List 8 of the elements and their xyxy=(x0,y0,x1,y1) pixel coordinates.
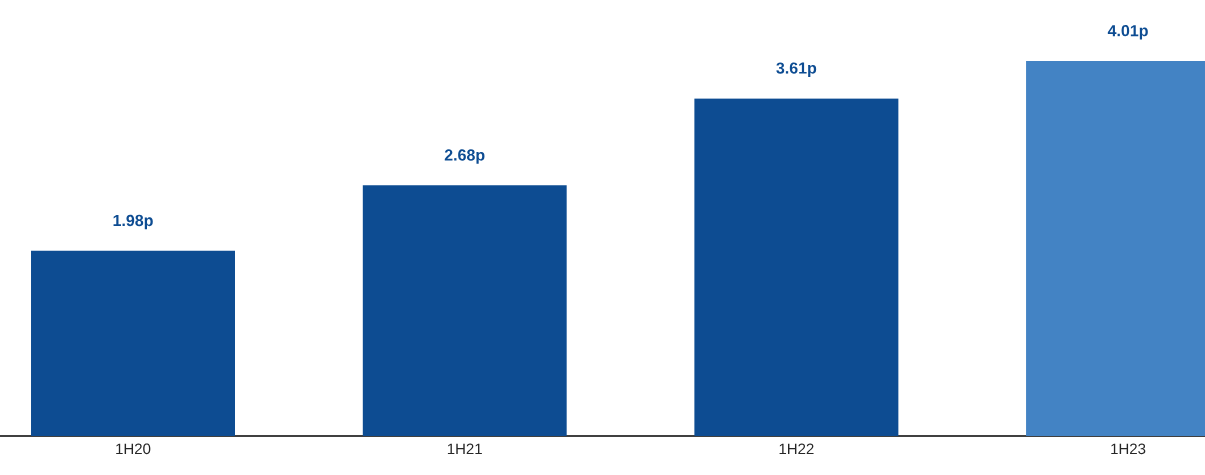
data-label: 2.68p xyxy=(444,149,485,164)
x-tick-label: 1H23 xyxy=(1111,443,1146,455)
data-label: 4.01p xyxy=(1107,24,1148,40)
x-tick-label: 1H21 xyxy=(447,443,482,455)
data-label: 3.61p xyxy=(776,62,817,77)
data-label: 1.98p xyxy=(113,214,153,230)
x-tick-label: 1H22 xyxy=(779,443,814,455)
x-tick-label: 1H20 xyxy=(116,443,151,455)
